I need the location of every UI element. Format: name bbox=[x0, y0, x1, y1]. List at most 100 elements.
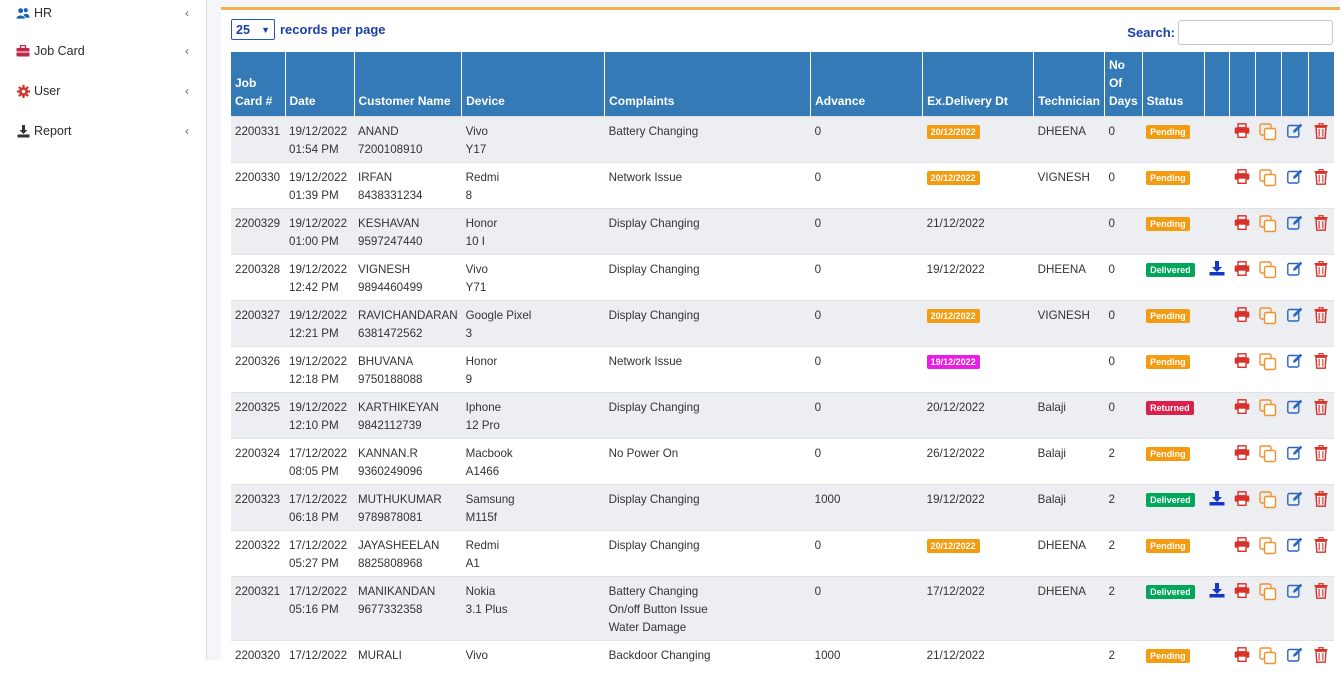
col-days[interactable]: No Of Days bbox=[1104, 52, 1143, 116]
trash-icon[interactable] bbox=[1312, 168, 1330, 185]
trash-icon[interactable] bbox=[1312, 646, 1330, 663]
print-icon[interactable] bbox=[1233, 260, 1251, 276]
col-customer-name[interactable]: Customer Name bbox=[354, 52, 463, 116]
cell-delete bbox=[1308, 253, 1335, 300]
page-length-select[interactable]: 25 ▼ bbox=[231, 19, 275, 40]
edit-icon[interactable] bbox=[1285, 123, 1304, 138]
cell-days: 2 bbox=[1104, 437, 1143, 484]
col-status[interactable]: Status bbox=[1142, 52, 1205, 116]
print-icon[interactable] bbox=[1233, 122, 1251, 138]
copy-icon[interactable] bbox=[1259, 214, 1277, 233]
search-input[interactable] bbox=[1178, 20, 1333, 45]
status-badge: Pending bbox=[1146, 216, 1190, 231]
cell-technician: VIGNESH bbox=[1033, 299, 1105, 346]
col-advance[interactable]: Advance bbox=[810, 52, 924, 116]
customer-phone: 9677332358 bbox=[358, 602, 423, 616]
edit-icon[interactable] bbox=[1285, 537, 1304, 552]
edit-icon[interactable] bbox=[1285, 307, 1304, 322]
download-icon[interactable] bbox=[1208, 582, 1225, 598]
trash-icon[interactable] bbox=[1312, 490, 1330, 507]
sidebar-item-report[interactable]: Report ‹ bbox=[0, 111, 206, 151]
col-technician[interactable]: Technician bbox=[1033, 52, 1105, 116]
print-icon[interactable] bbox=[1233, 214, 1251, 230]
edit-icon[interactable] bbox=[1285, 445, 1304, 460]
status-badge: Pending bbox=[1146, 538, 1190, 553]
trash-icon[interactable] bbox=[1312, 214, 1330, 231]
copy-icon[interactable] bbox=[1259, 536, 1277, 555]
print-icon[interactable] bbox=[1233, 168, 1251, 184]
copy-icon[interactable] bbox=[1259, 306, 1277, 325]
cell-technician: Balaji bbox=[1033, 391, 1105, 438]
status-badge: Pending bbox=[1146, 170, 1190, 185]
copy-icon[interactable] bbox=[1259, 168, 1277, 187]
copy-icon[interactable] bbox=[1259, 582, 1277, 601]
sidebar-item-hr[interactable]: HR ‹ bbox=[0, 0, 206, 33]
trash-icon[interactable] bbox=[1312, 306, 1330, 323]
copy-icon[interactable] bbox=[1259, 646, 1277, 665]
complaint-text: Display Changing bbox=[608, 538, 700, 552]
edit-icon[interactable] bbox=[1285, 583, 1304, 598]
cell-print bbox=[1229, 391, 1256, 438]
cell-copy bbox=[1255, 207, 1282, 254]
col-date[interactable]: Date bbox=[285, 52, 355, 116]
copy-icon[interactable] bbox=[1259, 444, 1277, 463]
trash-icon[interactable] bbox=[1312, 444, 1330, 461]
trash-icon[interactable] bbox=[1312, 582, 1330, 599]
edit-icon[interactable] bbox=[1285, 353, 1304, 368]
sidebar-item-job-card[interactable]: Job Card ‹ bbox=[0, 31, 206, 71]
edit-icon[interactable] bbox=[1285, 647, 1304, 662]
trash-icon[interactable] bbox=[1312, 122, 1330, 139]
status-badge: Pending bbox=[1146, 124, 1190, 139]
download-icon[interactable] bbox=[1208, 260, 1225, 276]
trash-icon[interactable] bbox=[1312, 260, 1330, 277]
print-icon[interactable] bbox=[1233, 536, 1251, 552]
edit-icon[interactable] bbox=[1285, 169, 1304, 184]
print-icon[interactable] bbox=[1233, 646, 1251, 662]
delivery-date: 20/12/2022 bbox=[926, 400, 985, 414]
print-icon[interactable] bbox=[1233, 444, 1251, 460]
customer-name: MURALI bbox=[358, 648, 402, 662]
cell-status: Delivered bbox=[1142, 483, 1205, 530]
delivery-date-badge: 19/12/2022 bbox=[926, 354, 980, 369]
device-model: M115f bbox=[465, 510, 498, 524]
col-job-card[interactable]: Job Card # bbox=[231, 52, 286, 116]
trash-icon[interactable] bbox=[1312, 352, 1330, 369]
cell-print bbox=[1229, 207, 1256, 254]
print-icon[interactable] bbox=[1233, 398, 1251, 414]
edit-icon[interactable] bbox=[1285, 261, 1304, 276]
sidebar-item-label: HR bbox=[34, 6, 53, 20]
cell-date: 19/12/2022 01:39 PM bbox=[285, 161, 354, 208]
edit-icon[interactable] bbox=[1285, 399, 1304, 414]
copy-icon[interactable] bbox=[1259, 352, 1277, 371]
cell-customer: KARTHIKEYAN 9842112739 bbox=[354, 391, 462, 438]
cell-download bbox=[1204, 207, 1230, 254]
download-icon[interactable] bbox=[1208, 490, 1225, 506]
status-badge: Delivered bbox=[1146, 492, 1195, 507]
copy-icon[interactable] bbox=[1259, 260, 1277, 279]
edit-icon[interactable] bbox=[1285, 215, 1304, 230]
cell-customer: MURALI bbox=[354, 639, 462, 686]
trash-icon[interactable] bbox=[1312, 536, 1330, 553]
copy-icon[interactable] bbox=[1259, 398, 1277, 417]
status-badge: Pending bbox=[1146, 446, 1190, 461]
status-badge: Pending bbox=[1146, 308, 1190, 323]
trash-icon[interactable] bbox=[1312, 398, 1330, 415]
time-text: 06:18 PM bbox=[289, 510, 339, 524]
cell-delete bbox=[1308, 299, 1335, 346]
copy-icon[interactable] bbox=[1259, 122, 1277, 141]
print-icon[interactable] bbox=[1233, 306, 1251, 322]
col-delivery-date[interactable]: Ex.Delivery Dt bbox=[922, 52, 1035, 116]
print-icon[interactable] bbox=[1233, 582, 1251, 598]
edit-icon[interactable] bbox=[1285, 491, 1304, 506]
print-icon[interactable] bbox=[1233, 490, 1251, 506]
status-badge: Delivered bbox=[1146, 584, 1195, 599]
col-complaints[interactable]: Complaints bbox=[604, 52, 812, 116]
cell-customer: KANNAN.R 9360249096 bbox=[354, 437, 462, 484]
sidebar-item-user[interactable]: User ‹ bbox=[0, 71, 206, 111]
print-icon[interactable] bbox=[1233, 352, 1251, 368]
col-device[interactable]: Device bbox=[461, 52, 606, 116]
cell-technician: Balaji bbox=[1033, 483, 1105, 530]
copy-icon[interactable] bbox=[1259, 490, 1277, 509]
date-text: 17/12/2022 bbox=[289, 648, 348, 662]
table-row: 2200328 19/12/2022 12:42 PM VIGNESH 98944604… bbox=[231, 253, 1335, 300]
